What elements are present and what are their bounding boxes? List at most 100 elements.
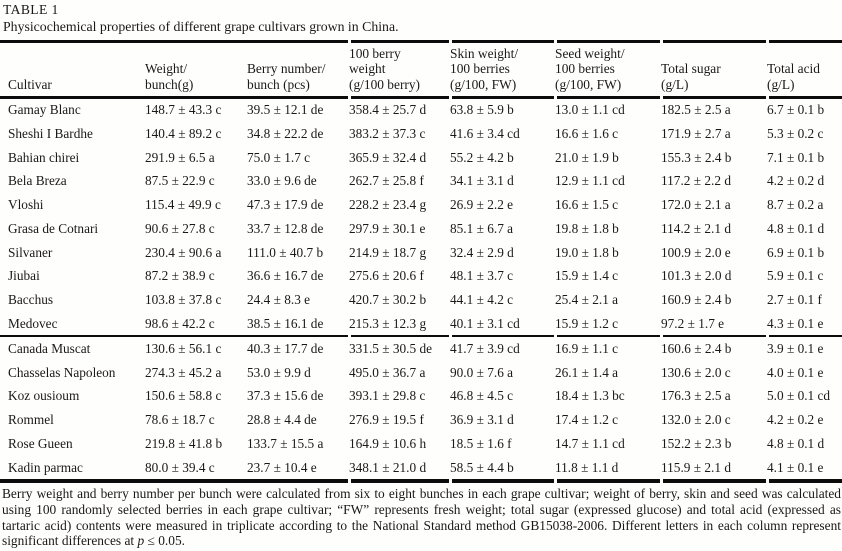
value-cell: 16.9 ± 1.1 c xyxy=(555,341,619,357)
value-cell: 46.8 ± 4.5 c xyxy=(450,388,514,404)
value-cell: 28.8 ± 4.4 de xyxy=(247,412,317,428)
value-cell: 97.2 ± 1.7 e xyxy=(661,315,725,331)
value-cell: 23.7 ± 10.4 e xyxy=(247,459,317,475)
value-cell: 98.6 ± 42.2 c xyxy=(145,315,215,331)
cultivar-cell: Chasselas Napoleon xyxy=(8,364,116,380)
table-row: Jiubai 87.2 ± 38.9 c 36.6 ± 16.7 de 275.6 ±… xyxy=(0,264,842,288)
cultivar-cell: Koz ousioum xyxy=(8,388,80,404)
table-row: Grasa de Cotnari 90.6 ± 27.8 c 33.7 ± 12.8… xyxy=(0,217,842,241)
value-cell: 160.6 ± 2.4 b xyxy=(661,341,732,357)
mid-table-rule xyxy=(0,335,842,338)
value-cell: 36.9 ± 3.1 d xyxy=(450,412,514,428)
cultivar-cell: Medovec xyxy=(8,315,58,331)
value-cell: 40.1 ± 3.1 cd xyxy=(450,315,520,331)
cultivar-properties-table: Cultivar Weight/ bunch(g) Berry number/ … xyxy=(0,43,842,480)
value-cell: 47.3 ± 17.9 de xyxy=(247,197,324,213)
value-cell: 36.6 ± 16.7 de xyxy=(247,268,324,284)
value-cell: 37.3 ± 15.6 de xyxy=(247,388,324,404)
value-cell: 2.7 ± 0.1 f xyxy=(767,291,822,307)
value-cell: 276.9 ± 19.5 f xyxy=(349,412,424,428)
cultivar-cell: Bela Breza xyxy=(8,173,67,189)
value-cell: 16.6 ± 1.5 c xyxy=(555,197,619,213)
cultivar-cell: Gamay Blanc xyxy=(8,102,81,118)
value-cell: 291.9 ± 6.5 a xyxy=(145,149,215,165)
value-cell: 115.9 ± 2.1 d xyxy=(661,459,731,475)
value-cell: 13.0 ± 1.1 cd xyxy=(555,102,625,118)
value-cell: 4.3 ± 0.1 e xyxy=(767,315,824,331)
value-cell: 365.9 ± 32.4 d xyxy=(349,149,427,165)
column-header-100-berry-weight: 100 berry weight (g/100 berry) xyxy=(349,45,421,92)
value-cell: 3.9 ± 0.1 e xyxy=(767,341,824,357)
value-cell: 38.5 ± 16.1 de xyxy=(247,315,324,331)
value-cell: 5.3 ± 0.2 c xyxy=(767,126,824,142)
value-cell: 130.6 ± 2.0 c xyxy=(661,364,731,380)
value-cell: 4.1 ± 0.1 e xyxy=(767,459,824,475)
value-cell: 19.0 ± 1.8 b xyxy=(555,244,619,260)
cultivar-cell: Jiubai xyxy=(8,268,40,284)
table-row: Sheshi I Bardhe 140.4 ± 89.2 c 34.8 ± 22.2… xyxy=(0,122,842,146)
table-header-row: Cultivar Weight/ bunch(g) Berry number/ … xyxy=(0,43,842,97)
value-cell: 80.0 ± 39.4 c xyxy=(145,459,215,475)
value-cell: 4.2 ± 0.2 e xyxy=(767,412,824,428)
value-cell: 275.6 ± 20.6 f xyxy=(349,268,424,284)
value-cell: 17.4 ± 1.2 c xyxy=(555,412,619,428)
value-cell: 85.1 ± 6.7 a xyxy=(450,220,514,236)
value-cell: 133.7 ± 15.5 a xyxy=(247,435,324,451)
table-row: Rommel 78.6 ± 18.7 c 28.8 ± 4.4 de 276.9 ± … xyxy=(0,408,842,432)
value-cell: 25.4 ± 2.1 a xyxy=(555,291,619,307)
column-header-skin-weight: Skin weight/ 100 berries (g/100, FW) xyxy=(450,45,519,92)
value-cell: 8.7 ± 0.2 a xyxy=(767,197,824,213)
table-row: Chasselas Napoleon 274.3 ± 45.2 a 53.0 ± 9… xyxy=(0,361,842,385)
value-cell: 6.9 ± 0.1 b xyxy=(767,244,825,260)
value-cell: 393.1 ± 29.8 c xyxy=(349,388,426,404)
value-cell: 130.6 ± 56.1 c xyxy=(145,341,222,357)
footnote-p-symbol: p xyxy=(137,533,145,549)
value-cell: 33.7 ± 12.8 de xyxy=(247,220,324,236)
value-cell: 214.9 ± 18.7 g xyxy=(349,244,427,260)
value-cell: 48.1 ± 3.7 c xyxy=(450,268,514,284)
column-header-cultivar: Cultivar xyxy=(8,76,52,92)
value-cell: 87.5 ± 22.9 c xyxy=(145,173,215,189)
value-cell: 39.5 ± 12.1 de xyxy=(247,102,324,118)
column-header-seed-weight: Seed weight/ 100 berries (g/100, FW) xyxy=(555,45,625,92)
column-header-weight-bunch: Weight/ bunch(g) xyxy=(145,61,194,92)
table-row: Vloshi 115.4 ± 49.9 c 47.3 ± 17.9 de 228.2 … xyxy=(0,193,842,217)
value-cell: 24.4 ± 8.3 e xyxy=(247,291,311,307)
value-cell: 100.9 ± 2.0 e xyxy=(661,244,731,260)
column-header-total-sugar: Total sugar (g/L) xyxy=(661,61,721,92)
value-cell: 40.3 ± 17.7 de xyxy=(247,341,324,357)
cultivar-cell: Bacchus xyxy=(8,291,54,307)
value-cell: 297.9 ± 30.1 e xyxy=(349,220,426,236)
value-cell: 90.0 ± 7.6 a xyxy=(450,364,514,380)
value-cell: 262.7 ± 25.8 f xyxy=(349,173,424,189)
value-cell: 18.5 ± 1.6 f xyxy=(450,435,512,451)
table-top-rule xyxy=(0,40,842,43)
table-row: Bacchus 103.8 ± 37.8 c 24.4 ± 8.3 e 420.7 ±… xyxy=(0,288,842,312)
group-divider xyxy=(0,335,842,338)
value-cell: 331.5 ± 30.5 de xyxy=(349,341,433,357)
footnote-text: Berry weight and berry number per bunch … xyxy=(2,485,841,549)
value-cell: 41.6 ± 3.4 cd xyxy=(450,126,520,142)
value-cell: 160.9 ± 2.4 b xyxy=(661,291,732,307)
value-cell: 5.0 ± 0.1 cd xyxy=(767,388,831,404)
value-cell: 44.1 ± 4.2 c xyxy=(450,291,514,307)
value-cell: 4.8 ± 0.1 d xyxy=(767,220,825,236)
table-row: Rose Gueen 219.8 ± 41.8 b 133.7 ± 15.5 a 16… xyxy=(0,432,842,456)
value-cell: 41.7 ± 3.9 cd xyxy=(450,341,520,357)
footnote-p-threshold: ≤ 0.05. xyxy=(144,533,185,549)
value-cell: 6.7 ± 0.1 b xyxy=(767,102,825,118)
value-cell: 15.9 ± 1.2 c xyxy=(555,315,619,331)
value-cell: 172.0 ± 2.1 a xyxy=(661,197,731,213)
table-caption: Physicochemical properties of different … xyxy=(3,19,399,34)
value-cell: 12.9 ± 1.1 cd xyxy=(555,173,625,189)
value-cell: 90.6 ± 27.8 c xyxy=(145,220,215,236)
value-cell: 14.7 ± 1.1 cd xyxy=(555,435,625,451)
value-cell: 228.2 ± 23.4 g xyxy=(349,197,427,213)
cultivar-cell: Kadin parmac xyxy=(8,459,83,475)
value-cell: 132.0 ± 2.0 c xyxy=(661,412,731,428)
table-number-label: TABLE 1 xyxy=(3,2,59,17)
value-cell: 274.3 ± 45.2 a xyxy=(145,364,222,380)
value-cell: 140.4 ± 89.2 c xyxy=(145,126,222,142)
cultivar-cell: Rose Gueen xyxy=(8,435,73,451)
value-cell: 219.8 ± 41.8 b xyxy=(145,435,223,451)
